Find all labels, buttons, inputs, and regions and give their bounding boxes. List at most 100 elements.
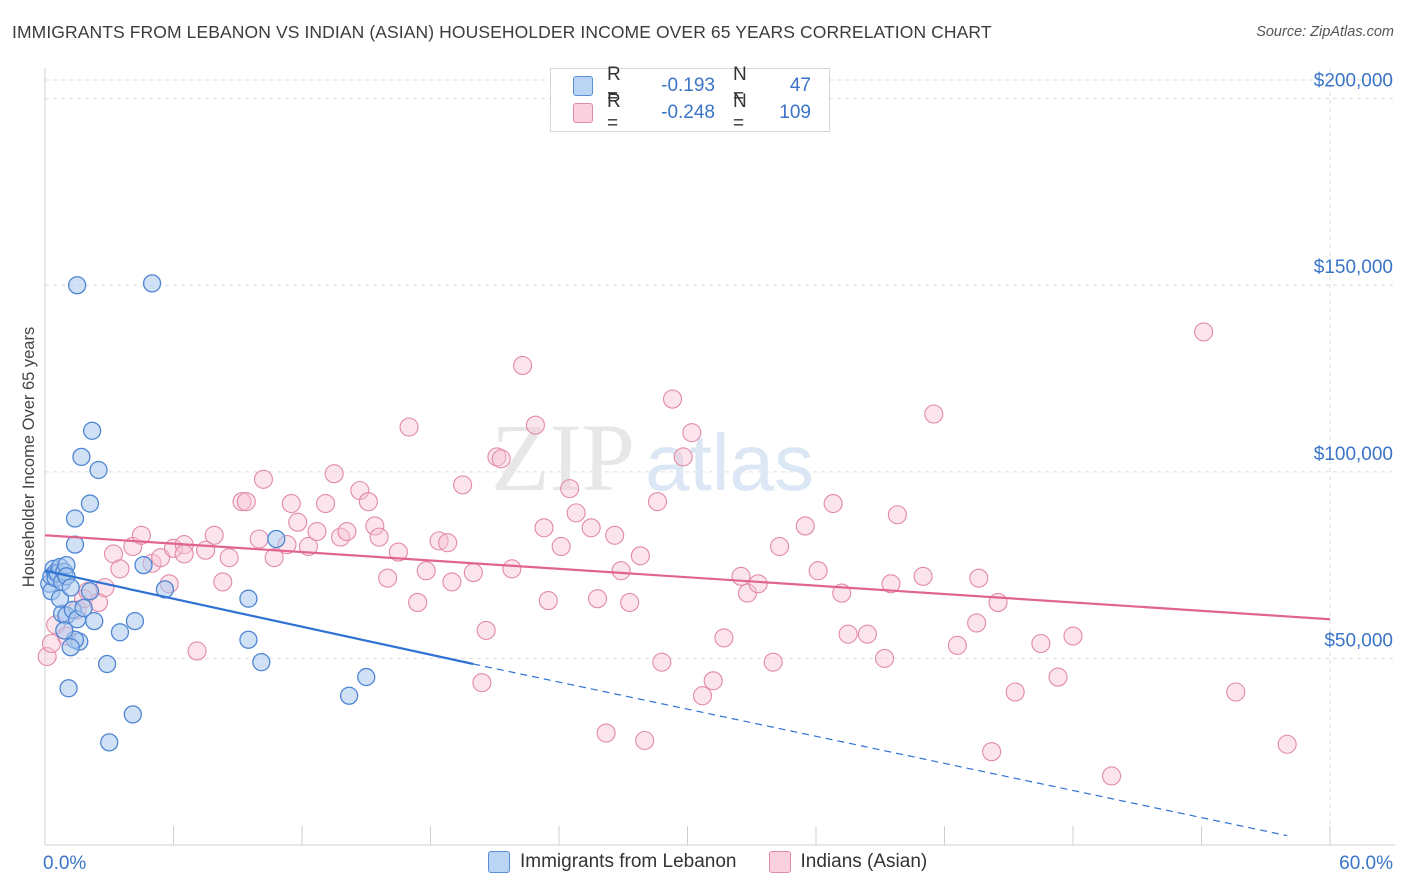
pink-point [808, 561, 828, 581]
pink-point [219, 548, 239, 568]
pink-point [538, 591, 558, 611]
pink-point [378, 568, 398, 588]
pink-trend-line [44, 534, 1331, 621]
pink-point [337, 521, 357, 542]
pink-point [442, 572, 462, 592]
pink-point [513, 355, 533, 376]
blue-point [65, 509, 85, 528]
legend-row-pink: R = -0.248 N = 109 [573, 91, 811, 134]
blue-point [125, 611, 145, 631]
pink-point [253, 469, 274, 489]
chart-title: IMMIGRANTS FROM LEBANON VS INDIAN (ASIAN… [12, 22, 992, 42]
pink-point [795, 516, 815, 536]
pink-point [647, 492, 668, 512]
series-name-blue: Immigrants from Lebanon [520, 851, 737, 872]
pink-point [131, 525, 151, 545]
pink-point [388, 542, 408, 562]
blue-point [59, 679, 78, 698]
blue-point [89, 460, 108, 480]
x-tick-label-max: 60.0% [1339, 853, 1393, 874]
pink-point [472, 673, 492, 693]
pink-point [358, 492, 378, 512]
pink-point [453, 475, 473, 495]
blue-point [80, 582, 100, 601]
watermark: ZIP atlas [491, 404, 814, 511]
pink-series-points [37, 322, 1297, 786]
watermark-atlas: atlas [645, 418, 814, 507]
pink-point [581, 518, 601, 538]
blue-trend-line [44, 569, 474, 666]
pink-point [324, 464, 344, 484]
blue-point [61, 578, 80, 597]
pink-point [662, 389, 683, 409]
blue-point [339, 686, 359, 705]
y-tick-label: $50,000 [1324, 630, 1393, 651]
pink-point [249, 529, 269, 549]
source-label: Source: ZipAtlas.com [1256, 24, 1394, 40]
pink-point [924, 404, 944, 424]
pink-point [857, 624, 877, 644]
axes [44, 68, 1395, 846]
pink-point [913, 566, 933, 586]
pink-point [1277, 734, 1297, 754]
pink-point [416, 561, 436, 581]
blue-point [142, 274, 162, 293]
blue-point [85, 611, 104, 631]
pink-point [1005, 682, 1025, 702]
pink-point [874, 648, 895, 668]
pink-point [534, 518, 554, 538]
pink-point [947, 635, 967, 655]
pink-point [596, 723, 616, 743]
series-legend-blue: Immigrants from Lebanon [488, 851, 737, 873]
series-legend: Immigrants from Lebanon Indians (Asian) [488, 851, 959, 873]
blue-point [82, 421, 102, 440]
legend-r-label: R = [607, 64, 621, 107]
legend-r-value-blue: -0.193 [661, 75, 715, 96]
pink-point [476, 620, 496, 640]
y-tick-label: $150,000 [1314, 257, 1393, 278]
pink-point [151, 548, 171, 568]
blue-point [134, 555, 153, 575]
pink-point [1031, 633, 1051, 654]
series-swatch-pink [768, 851, 791, 873]
pink-point [823, 493, 843, 514]
pink-point [264, 548, 284, 568]
pink-point [560, 479, 580, 499]
pink-point [551, 536, 571, 557]
pink-point [982, 742, 1002, 762]
pink-point [110, 559, 130, 579]
blue-point [50, 589, 70, 608]
y-tick-label: $200,000 [1314, 71, 1393, 92]
pink-point [41, 633, 61, 654]
blue-trend-extension [473, 663, 1288, 837]
legend-n-label: N = [733, 91, 747, 134]
pink-point [881, 574, 901, 594]
pink-point [525, 415, 545, 435]
pink-point [502, 559, 522, 579]
y-tick-label: $100,000 [1314, 444, 1393, 465]
pink-point [307, 521, 327, 542]
pink-point [316, 493, 336, 514]
pink-point [566, 503, 586, 523]
blue-point [67, 276, 87, 295]
blue-point [100, 733, 119, 752]
pink-point [213, 572, 233, 592]
pink-point [587, 589, 608, 609]
blue-point [97, 654, 117, 674]
pink-point [1063, 626, 1083, 646]
pink-point [673, 447, 693, 467]
pink-point [703, 671, 723, 691]
pink-point [232, 492, 252, 512]
blue-point [74, 598, 93, 618]
blue-point [123, 705, 142, 724]
pink-point [408, 592, 428, 612]
legend-r-value-pink: -0.248 [661, 102, 715, 123]
pink-point [369, 527, 389, 547]
pink-point [365, 516, 385, 536]
legend-r-label: R = [607, 91, 621, 134]
series-swatch-blue [488, 851, 510, 873]
pink-point [399, 417, 419, 437]
pink-point [969, 568, 989, 588]
pink-point [236, 492, 256, 512]
legend-swatch-pink [573, 103, 593, 123]
